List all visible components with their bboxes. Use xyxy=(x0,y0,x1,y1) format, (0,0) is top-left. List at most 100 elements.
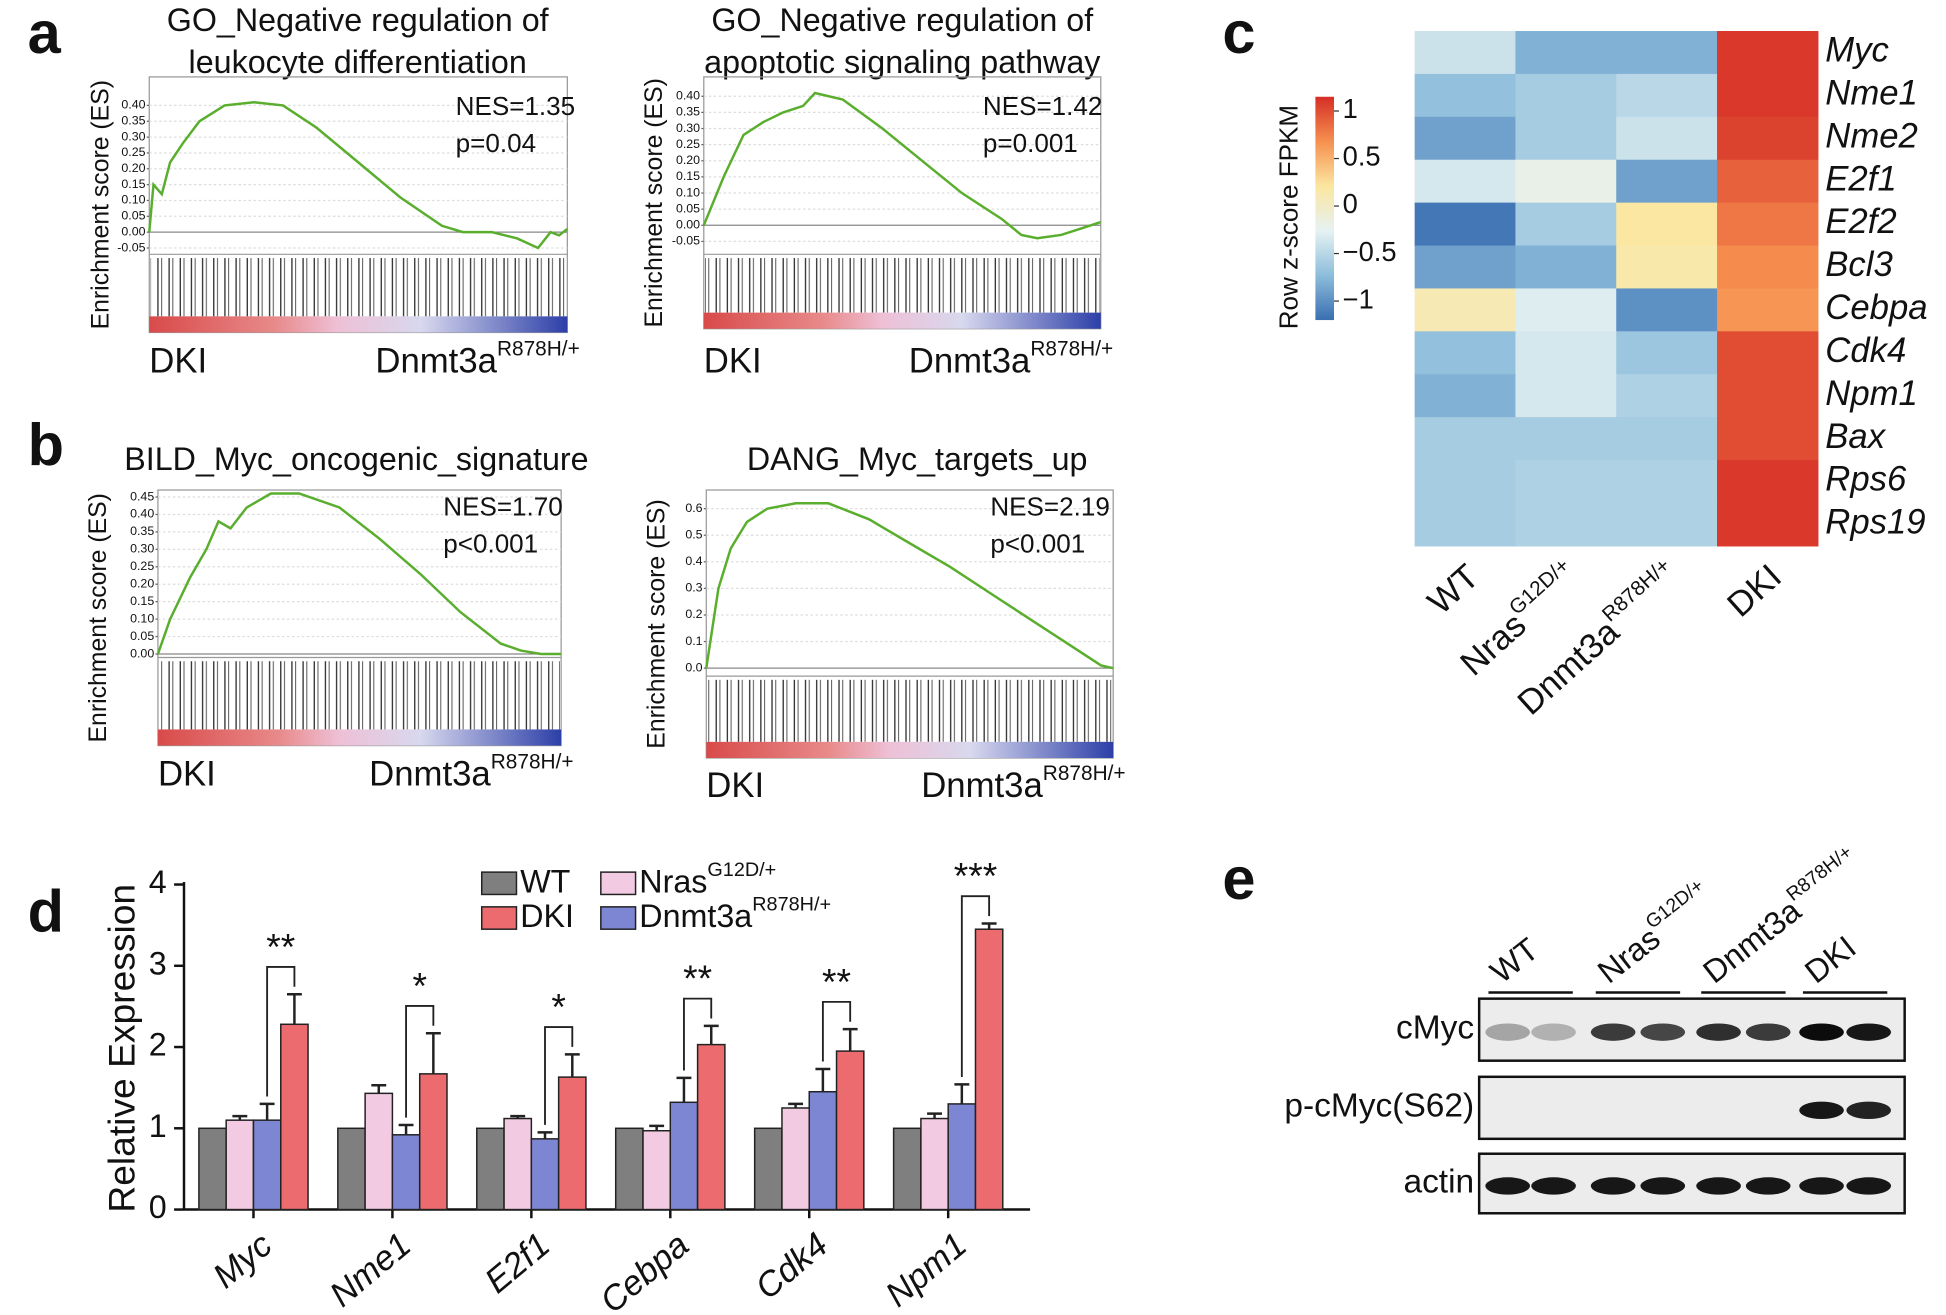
chart-title: BILD_Myc_oncogenic_signature xyxy=(124,441,588,477)
blot-band xyxy=(1531,1177,1576,1195)
x-tick-label: Nme1 xyxy=(323,1226,418,1315)
heat-cell xyxy=(1616,202,1718,247)
error-bar xyxy=(398,1123,414,1135)
group-label-sup: R878H/+ xyxy=(491,750,574,773)
legend-swatch xyxy=(480,906,518,930)
heat-cell xyxy=(1515,245,1617,290)
error-bar xyxy=(425,1031,441,1074)
blot-band xyxy=(1799,1101,1844,1119)
row-label: E2f2 xyxy=(1825,203,1896,241)
ranked-list-strip xyxy=(703,312,1101,329)
bar xyxy=(198,1127,227,1211)
lane-label: NrasG12D/+ xyxy=(1588,875,1719,990)
group-label: Dnmt3aR878H/+ xyxy=(921,761,1125,805)
error-bar xyxy=(537,1131,553,1139)
bar xyxy=(947,1103,977,1211)
group-label: Dnmt3aR878H/+ xyxy=(369,750,573,794)
colorbar xyxy=(1315,96,1335,321)
group-label-main: Dnmt3a xyxy=(909,343,1031,381)
row-label: Npm1 xyxy=(1825,375,1918,413)
colorbar-tick-label: 0 xyxy=(1343,188,1358,219)
error-bar xyxy=(259,1102,275,1121)
y-tick-label: 0.40 xyxy=(130,507,154,521)
legend-label-main: WT xyxy=(520,863,570,899)
annotation: p=0.001 xyxy=(983,128,1078,158)
annotation: p<0.001 xyxy=(990,529,1085,559)
significance-label: * xyxy=(551,986,565,1028)
heat-cell xyxy=(1515,417,1617,461)
y-tick-label: 0.20 xyxy=(130,577,154,591)
blot-band xyxy=(1745,1177,1791,1195)
group-label-sup: R878H/+ xyxy=(1043,761,1126,784)
blot-band xyxy=(1531,1102,1576,1119)
blot-row-label: p-cMyc(S62) xyxy=(1284,1088,1474,1125)
column-label-main: DKI xyxy=(1721,558,1789,625)
heat-cell xyxy=(1717,460,1819,504)
y-tick-label: 0.4 xyxy=(685,554,702,568)
ranked-list-strip xyxy=(149,316,568,333)
bar xyxy=(476,1127,505,1211)
row-label: Myc xyxy=(1825,32,1889,70)
group-label: DKI xyxy=(149,343,207,381)
lane-label: DKI xyxy=(1798,928,1863,989)
y-tick-label: 0.00 xyxy=(121,224,145,238)
lane-label-sup: R878H/+ xyxy=(1782,841,1856,906)
heat-cell xyxy=(1414,31,1517,75)
y-tick-label: 0.20 xyxy=(676,153,700,167)
heat-cell xyxy=(1616,288,1718,332)
heat-cell xyxy=(1616,460,1718,504)
error-bar xyxy=(981,922,997,930)
error-bar xyxy=(927,1112,942,1119)
bar xyxy=(280,1023,309,1211)
heat-cell xyxy=(1616,502,1718,547)
bar xyxy=(808,1090,838,1211)
y-axis-label: Enrichment score (ES) xyxy=(641,78,668,327)
y-tick-label: 0.00 xyxy=(676,218,700,232)
blot-band xyxy=(1590,1177,1636,1195)
colorbar-label: Row z-score FPKM xyxy=(1273,105,1303,329)
heat-cell xyxy=(1414,460,1517,504)
bar xyxy=(364,1092,394,1211)
lane-label-main: Dnmt3a xyxy=(1696,892,1807,990)
bar xyxy=(753,1127,783,1211)
group-label-main: DKI xyxy=(149,343,207,381)
bar xyxy=(252,1119,282,1211)
legend-label-main: Nras xyxy=(639,863,707,899)
error-bar xyxy=(510,1114,526,1119)
bar xyxy=(835,1050,865,1211)
x-tick-label: E2f1 xyxy=(478,1226,557,1301)
annotation: NES=1.35 xyxy=(456,91,575,121)
heat-cell xyxy=(1515,159,1617,204)
heat-cell xyxy=(1515,73,1617,118)
group-label: DKI xyxy=(158,756,216,794)
error-bar xyxy=(232,1114,248,1121)
heat-cell xyxy=(1515,460,1617,504)
significance-bracket xyxy=(960,895,991,1077)
blot-band xyxy=(1531,1023,1576,1041)
panel-label: b xyxy=(28,411,64,478)
es-curve xyxy=(148,100,569,250)
hit-barcode xyxy=(705,258,1100,313)
heat-cell xyxy=(1414,374,1517,418)
x-tick-label: Npm1 xyxy=(879,1226,974,1315)
legend-label-sup: R878H/+ xyxy=(752,894,831,916)
y-tick-label: 0.15 xyxy=(676,169,700,183)
y-tick-label: -0.05 xyxy=(672,234,700,248)
blot-band xyxy=(1799,1023,1844,1041)
ranked-list-strip xyxy=(706,741,1114,758)
chart-title: apoptotic signaling pathway xyxy=(704,44,1101,80)
heat-cell xyxy=(1717,73,1819,118)
group-label: Dnmt3aR878H/+ xyxy=(375,337,579,381)
heat-cell xyxy=(1414,245,1517,290)
blot-band xyxy=(1846,1023,1892,1041)
bar xyxy=(418,1073,448,1211)
lane-label: WT xyxy=(1483,931,1545,990)
heat-cell xyxy=(1414,73,1517,118)
blot-band xyxy=(1485,1023,1531,1041)
y-axis-label: Enrichment score (ES) xyxy=(85,493,112,742)
group-label-main: Dnmt3a xyxy=(369,756,491,794)
y-tick-label: 0.20 xyxy=(121,161,145,175)
heat-cell xyxy=(1717,31,1819,75)
y-tick-label: 0.35 xyxy=(130,524,154,538)
